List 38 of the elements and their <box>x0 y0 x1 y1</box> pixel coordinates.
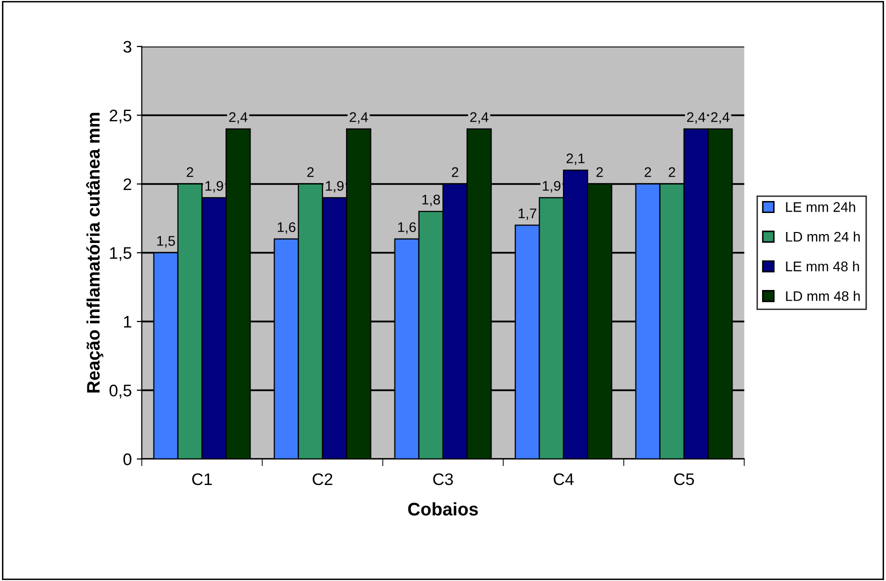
y-axis-title: Reação inflamatória cutânea mm <box>86 112 104 393</box>
y-tick-label: 0,5 <box>110 384 132 398</box>
y-tick-label: 2,5 <box>110 110 132 124</box>
legend-label: LD mm 24 h <box>786 231 860 242</box>
data-label: 1,9 <box>542 180 560 192</box>
data-label: 1,6 <box>398 222 416 234</box>
data-label: 1,9 <box>205 180 224 192</box>
legend-label: LD mm 48 h <box>786 290 860 302</box>
x-tick-label: C1 <box>192 473 212 486</box>
legend-label: LE mm 24h <box>786 202 856 212</box>
data-label: 2,4 <box>470 112 488 124</box>
y-tick-label: 1 <box>124 316 132 328</box>
data-label: 2 <box>186 167 194 177</box>
data-label: 1,7 <box>518 208 536 220</box>
data-label: 2,4 <box>350 112 368 124</box>
data-label: 2,1 <box>566 153 585 165</box>
x-axis-title: Cobaios <box>408 502 478 516</box>
data-label: 1,6 <box>278 222 296 234</box>
x-tick-label: C4 <box>554 473 574 486</box>
x-tick-label: C5 <box>674 473 694 486</box>
data-label: 1,5 <box>157 236 175 248</box>
data-label: 2,4 <box>711 112 730 124</box>
y-tick-label: 3 <box>123 40 132 53</box>
data-label: 2 <box>596 167 603 177</box>
data-label: 2 <box>644 167 652 177</box>
legend-label: LE mm 48 h <box>786 261 859 272</box>
y-tick-label: 0 <box>123 453 132 466</box>
data-label: 2 <box>452 167 458 177</box>
x-tick-label: C3 <box>433 473 453 486</box>
data-label: 1,9 <box>326 180 344 192</box>
data-label: 2 <box>307 167 314 177</box>
data-label: 1,8 <box>422 194 440 206</box>
x-tick-label: C2 <box>312 473 332 486</box>
y-tick-label: 1,5 <box>110 247 132 261</box>
data-label: 2 <box>668 167 676 177</box>
y-tick-label: 2 <box>124 178 132 190</box>
data-label: 2,4 <box>687 112 706 124</box>
data-label: 2,4 <box>229 112 248 124</box>
